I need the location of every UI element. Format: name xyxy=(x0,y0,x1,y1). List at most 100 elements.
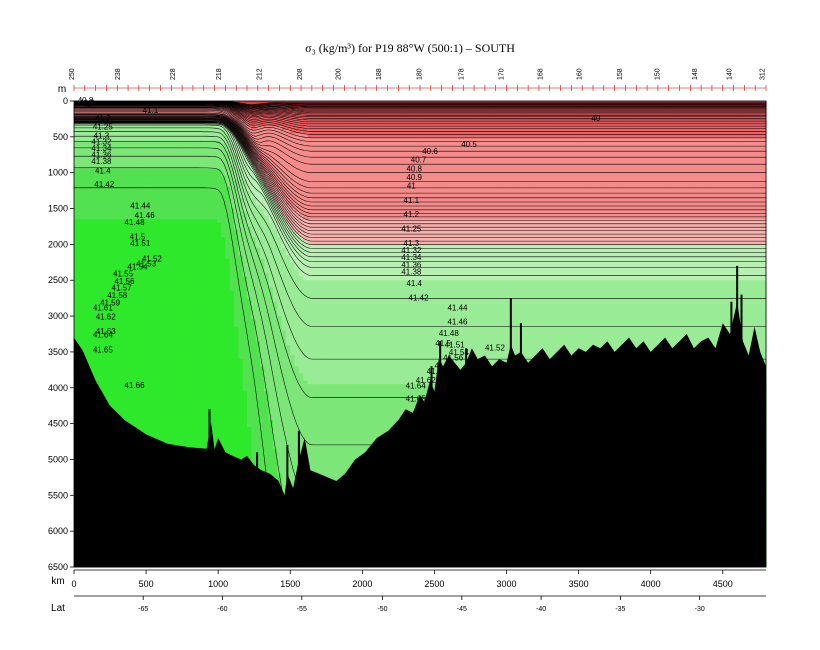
field-cell xyxy=(121,122,127,127)
field-cell xyxy=(143,179,149,185)
field-cell xyxy=(199,230,205,235)
field-cell xyxy=(95,230,101,235)
field-cell xyxy=(203,244,209,249)
field-cell xyxy=(112,359,118,364)
field-cell xyxy=(151,369,157,375)
field-cell xyxy=(108,237,114,242)
field-cell xyxy=(229,147,235,152)
field-cell xyxy=(95,233,101,238)
field-cell xyxy=(190,169,196,174)
field-cell xyxy=(195,158,201,163)
field-cell xyxy=(130,355,136,360)
field-cell xyxy=(216,430,222,435)
field-cell xyxy=(164,262,170,267)
field-cell xyxy=(160,384,166,389)
field-cell xyxy=(138,222,144,228)
field-cell xyxy=(86,316,92,321)
field-cell xyxy=(147,359,153,364)
field-cell xyxy=(95,219,101,224)
field-cell xyxy=(151,222,157,228)
field-cell xyxy=(177,305,183,310)
field-cell xyxy=(112,330,118,335)
field-cell xyxy=(203,405,209,410)
field-cell xyxy=(221,144,226,149)
field-cell xyxy=(156,430,162,435)
field-cell xyxy=(138,308,144,314)
field-cell xyxy=(229,384,235,389)
field-cell xyxy=(169,427,175,432)
field-cell xyxy=(147,219,153,224)
field-cell xyxy=(186,377,192,382)
field-cell xyxy=(169,265,175,271)
field-cell xyxy=(108,183,114,188)
field-cell xyxy=(195,179,201,185)
field-cell xyxy=(208,294,213,299)
field-cell xyxy=(216,334,222,339)
field-cell xyxy=(147,377,153,382)
field-cell xyxy=(169,215,175,220)
field-cell xyxy=(134,312,140,317)
field-cell xyxy=(182,273,188,278)
field-cell xyxy=(203,394,209,400)
field-cell xyxy=(225,269,231,274)
field-cell xyxy=(221,319,226,324)
field-cell xyxy=(186,219,192,224)
field-cell xyxy=(104,276,110,281)
field-cell xyxy=(121,330,127,335)
field-cell xyxy=(108,172,114,177)
field-cell xyxy=(104,255,110,260)
field-cell xyxy=(177,230,183,235)
field-cell xyxy=(234,215,239,220)
field-cell xyxy=(112,319,118,324)
field-cell xyxy=(190,269,196,274)
field-cell xyxy=(143,290,149,296)
field-cell xyxy=(78,176,84,181)
field-cell xyxy=(82,151,88,156)
field-cell xyxy=(143,247,149,253)
field-cell xyxy=(190,312,196,317)
field-cell xyxy=(208,244,213,249)
field-cell xyxy=(177,265,183,271)
field-cell xyxy=(117,405,123,410)
field-cell xyxy=(221,161,226,167)
field-cell xyxy=(203,341,209,346)
field-cell xyxy=(86,133,92,138)
field-cell xyxy=(99,316,105,321)
field-cell xyxy=(74,222,79,228)
field-cell xyxy=(151,258,157,263)
field-cell xyxy=(195,308,201,314)
field-cell xyxy=(138,305,144,310)
field-cell xyxy=(91,111,97,116)
station-label: 148 xyxy=(692,68,699,80)
field-cell xyxy=(108,369,114,375)
field-cell xyxy=(234,351,239,357)
field-cell xyxy=(130,387,136,392)
field-cell xyxy=(216,226,222,231)
field-cell xyxy=(143,276,149,281)
field-cell xyxy=(121,136,127,142)
field-cell xyxy=(104,108,110,113)
field-cell xyxy=(156,377,162,382)
field-cell xyxy=(134,301,140,306)
field-cell xyxy=(112,258,118,263)
field-cell xyxy=(125,273,131,278)
field-cell xyxy=(95,212,101,217)
field-cell xyxy=(225,312,231,317)
field-cell xyxy=(104,394,110,400)
field-cell xyxy=(234,273,239,278)
field-cell xyxy=(164,334,170,339)
field-cell xyxy=(160,169,166,174)
field-cell xyxy=(147,265,153,271)
field-cell xyxy=(199,240,205,245)
field-cell xyxy=(82,179,88,185)
field-cell xyxy=(125,283,131,288)
field-cell xyxy=(186,233,192,238)
field-cell xyxy=(112,312,118,317)
field-cell xyxy=(221,212,226,217)
field-cell xyxy=(91,298,97,303)
field-cell xyxy=(82,144,88,149)
field-cell xyxy=(190,373,196,378)
field-cell xyxy=(164,230,170,235)
field-cell xyxy=(160,326,166,332)
field-cell xyxy=(74,334,79,339)
